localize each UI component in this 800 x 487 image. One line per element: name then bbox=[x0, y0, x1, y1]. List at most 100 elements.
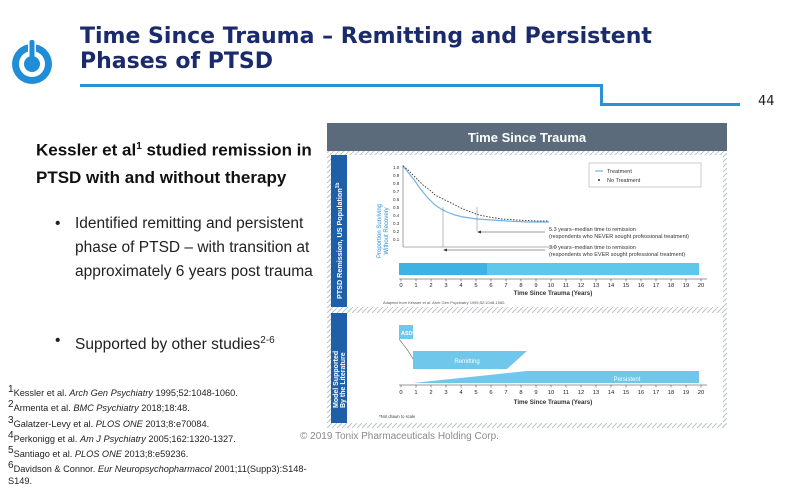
note2-line2: (respondents who EVER sought professiona… bbox=[549, 252, 685, 258]
reference-item: 5Santiago et al. PLOS ONE 2013;8:e59236. bbox=[8, 445, 189, 460]
legend-treatment: Treatment bbox=[607, 169, 632, 175]
y-tick-label: 0.3 bbox=[393, 221, 400, 226]
x-tick-label: 4 bbox=[459, 390, 463, 396]
figure-footnote: aNot drawn to scale bbox=[379, 414, 416, 420]
x-tick-label: 13 bbox=[593, 283, 599, 289]
slide-title-line-1: Time Since Trauma – Remitting and Persis… bbox=[80, 24, 652, 49]
x-tick-label: 8 bbox=[519, 283, 522, 289]
x-tick-label: 9 bbox=[534, 390, 537, 396]
bullet-item: • Identified remitting and persistent ph… bbox=[55, 212, 325, 284]
x-tick-label: 1 bbox=[414, 283, 417, 289]
x-tick-label: 2 bbox=[429, 283, 432, 289]
lead-text-rest: studied remission in PTSD with and witho… bbox=[36, 140, 312, 187]
y-axis-label-2: Without Recovery bbox=[384, 207, 390, 254]
x-tick-labels-bottom: 0 1 2 3 4 5 6 7 8 9 10 11 12 13 14 15 16 17 18 19 20 bbox=[399, 385, 704, 396]
x-tick-label: 8 bbox=[519, 390, 522, 396]
y-tick-label: 0.7 bbox=[393, 189, 400, 194]
x-tick-label: 17 bbox=[653, 390, 659, 396]
reference-item: 1Kessler et al. Arch Gen Psychiatry 1995… bbox=[8, 384, 238, 399]
note1-line2: (respondents who NEVER sought profession… bbox=[549, 234, 689, 240]
x-tick-label: 17 bbox=[653, 283, 659, 289]
figure-header: Time Since Trauma bbox=[468, 130, 587, 145]
x-tick-label: 20 bbox=[698, 283, 704, 289]
bullet-text-main: Supported by other studies bbox=[75, 336, 261, 354]
persistent-band bbox=[413, 371, 699, 383]
y-tick-label: 0.8 bbox=[393, 181, 400, 186]
x-tick-label: 19 bbox=[683, 283, 689, 289]
title-underline-step bbox=[600, 103, 740, 106]
x-tick-label: 11 bbox=[563, 390, 569, 396]
x-tick-label: 0 bbox=[399, 390, 402, 396]
chart-legend bbox=[588, 162, 702, 188]
y-tick-label: 1.0 bbox=[393, 165, 400, 170]
y-tick-label: 0.9 bbox=[393, 173, 400, 178]
legend-no-treatment: No Treatment bbox=[607, 178, 641, 184]
lead-statement: Kessler et al1 studied remission in PTSD… bbox=[36, 133, 326, 191]
bottom-panel-side-label-1: Model Supported bbox=[333, 351, 340, 408]
y-tick-label: 0.2 bbox=[393, 229, 400, 234]
y-tick-label: 0.6 bbox=[393, 197, 400, 202]
figure-source: Adapted from Kessler et al. Arch Gen Psy… bbox=[383, 300, 506, 305]
x-tick-label: 14 bbox=[608, 390, 615, 396]
slide-title: Time Since Trauma – Remitting and Persis… bbox=[80, 24, 720, 74]
bullet-text: Supported by other studies2-6 bbox=[75, 329, 325, 357]
x-tick-label: 11 bbox=[563, 283, 569, 289]
x-tick-label: 6 bbox=[489, 390, 492, 396]
bullet-citation: 2-6 bbox=[260, 335, 275, 346]
y-tick-label: 0.1 bbox=[393, 237, 400, 242]
x-tick-label: 3 bbox=[444, 390, 447, 396]
page-number: 44 bbox=[758, 94, 775, 109]
y-tick-label: 0.5 bbox=[393, 205, 400, 210]
x-tick-label: 14 bbox=[608, 283, 615, 289]
x-tick-label: 7 bbox=[504, 390, 507, 396]
remitting-label: Remitting bbox=[454, 359, 479, 365]
x-tick-label: 16 bbox=[638, 390, 644, 396]
reference-item: 6Davidson & Connor. Eur Neuropsychopharm… bbox=[8, 460, 307, 486]
asd-connector bbox=[398, 338, 414, 360]
references-list: 1Kessler et al. Arch Gen Psychiatry 1995… bbox=[8, 384, 328, 487]
reference-item: 3Galatzer-Levy et al. PLOS ONE 2013;8:e7… bbox=[8, 414, 210, 429]
x-tick-label: 5 bbox=[474, 283, 477, 289]
bottom-panel-side-label-2: By the Literature bbox=[340, 352, 347, 408]
top-panel-side-bar bbox=[331, 155, 347, 307]
timeline-bar-early bbox=[399, 263, 487, 275]
time-since-trauma-figure: Time Since Trauma PTSD Remission, US Pop… bbox=[327, 123, 727, 428]
remitting-band bbox=[413, 351, 527, 369]
reference-item: 4Perkonigg et al. Am J Psychiatry 2005;1… bbox=[8, 429, 236, 444]
note2-arrowhead bbox=[443, 248, 447, 252]
y-axis-label-1: Proportion Surviving bbox=[377, 204, 383, 258]
lead-citation: 1 bbox=[136, 141, 142, 152]
bottom-panel-side-bar bbox=[331, 313, 347, 423]
bullet-text: Identified remitting and persistent phas… bbox=[75, 215, 313, 280]
figure-header-bar bbox=[327, 123, 727, 151]
x-tick-label: 10 bbox=[548, 283, 554, 289]
x-tick-label: 3 bbox=[444, 283, 447, 289]
note1-line1: 5.3 years–median time to remission bbox=[549, 227, 636, 233]
bullet-item: • Supported by other studies2-6 bbox=[55, 329, 325, 357]
note1-arrowhead bbox=[477, 230, 481, 234]
x-tick-label: 9 bbox=[534, 283, 537, 289]
x-tick-label: 7 bbox=[504, 283, 507, 289]
tonix-logo bbox=[12, 40, 52, 84]
treatment-curve bbox=[402, 165, 549, 223]
lead-text: Kessler et al bbox=[36, 140, 137, 160]
x-tick-label: 10 bbox=[548, 390, 554, 396]
y-tick-label: 0.4 bbox=[393, 213, 400, 218]
asd-label: ASDa bbox=[401, 329, 416, 337]
x-tick-label: 18 bbox=[668, 283, 674, 289]
x-tick-labels: 0 1 2 3 4 5 6 7 8 9 10 11 12 13 14 15 16 17 18 19 20 bbox=[399, 279, 704, 289]
x-tick-label: 15 bbox=[623, 390, 629, 396]
copyright: © 2019 Tonix Pharmaceuticals Holding Cor… bbox=[300, 431, 499, 442]
note2-line1: 3.0 years–median time to remission bbox=[549, 245, 636, 251]
title-underline bbox=[80, 84, 600, 87]
x-axis-label: Time Since Trauma (Years) bbox=[514, 290, 593, 297]
persistent-label: Persistent bbox=[614, 377, 641, 383]
asd-box bbox=[399, 325, 413, 339]
x-tick-label: 2 bbox=[429, 390, 432, 396]
bullet-dot-icon: • bbox=[55, 332, 61, 349]
legend-no-treatment-swatch bbox=[598, 179, 600, 181]
x-tick-label: 1 bbox=[414, 390, 417, 396]
x-tick-label: 20 bbox=[698, 390, 704, 396]
bullet-dot-icon: • bbox=[55, 215, 61, 232]
x-tick-label: 12 bbox=[578, 390, 584, 396]
